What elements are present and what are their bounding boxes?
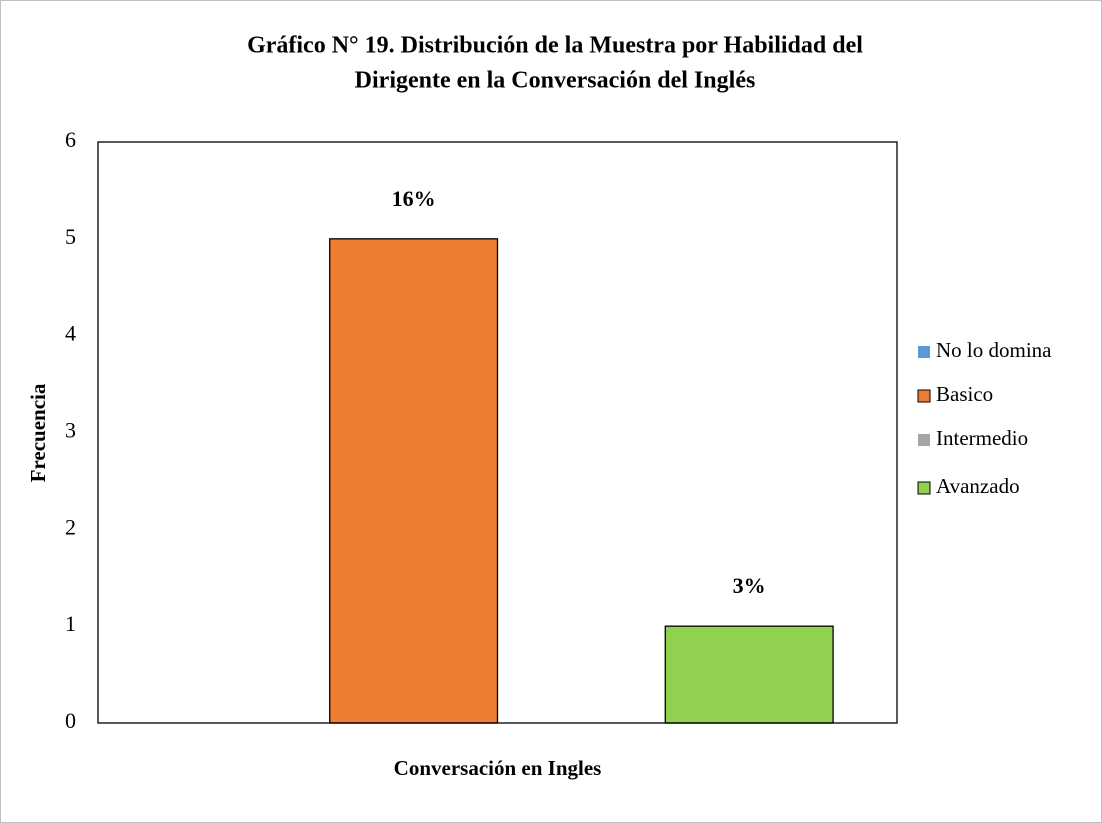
y-tick-label: 4	[65, 321, 76, 346]
legend-swatch	[917, 481, 931, 495]
y-tick-label: 3	[65, 418, 76, 443]
y-tick-label: 0	[65, 708, 76, 733]
plot-frame	[97, 141, 898, 724]
y-tick-label: 2	[65, 514, 76, 539]
legend-label: Intermedio	[936, 426, 1028, 450]
legend-swatch	[918, 346, 930, 358]
x-tick-label: Conversación en Ingles	[394, 756, 602, 780]
y-tick-label: 6	[65, 127, 76, 152]
legend-swatch	[918, 434, 930, 446]
bar	[664, 625, 834, 724]
legend-label: Basico	[936, 382, 993, 406]
y-tick-label: 5	[65, 224, 76, 249]
data-label: 16%	[392, 186, 436, 211]
chart-title-line: Gráfico N° 19. Distribución de la Muestr…	[247, 33, 863, 59]
chart-title-line: Dirigente en la Conversación del Inglés	[355, 68, 756, 94]
legend-swatch	[917, 389, 931, 403]
bar	[329, 238, 499, 724]
y-tick-label: 1	[65, 611, 76, 636]
data-label: 3%	[733, 573, 766, 598]
legend-label: Avanzado	[936, 474, 1020, 498]
legend-label: No lo domina	[936, 338, 1052, 362]
y-axis-label: Frecuencia	[26, 383, 50, 482]
